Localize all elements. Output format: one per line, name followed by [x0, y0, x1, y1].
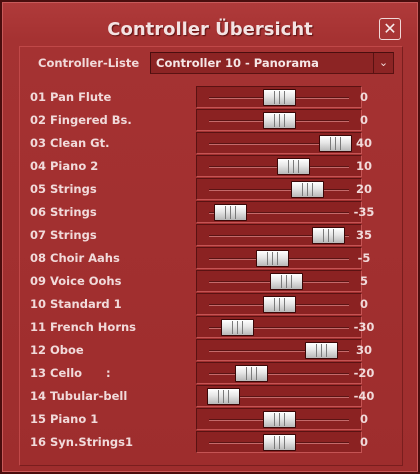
channel-name: 03 Clean Gt.	[30, 136, 110, 150]
channel-name: 10 Standard 1	[30, 297, 122, 311]
controller-row: 12 Oboe 30	[2, 339, 420, 361]
controller-row: 04 Piano 2 10	[2, 155, 420, 177]
pan-value: 20	[355, 182, 372, 196]
chevron-down-icon[interactable]: ⌄	[373, 53, 393, 73]
slider-thumb[interactable]	[214, 204, 247, 221]
pan-slider[interactable]	[196, 155, 362, 177]
channel-name: 14 Tubular-bell	[30, 389, 128, 403]
pan-value: 5	[359, 274, 368, 288]
pan-slider[interactable]	[196, 109, 362, 131]
channel-name: 12 Oboe	[30, 343, 84, 357]
channel-name: 16 Syn.Strings1	[30, 435, 134, 449]
controller-list-label: Controller-Liste	[38, 56, 140, 70]
pan-value: 30	[355, 343, 372, 357]
controller-row: 13 Cello : -20	[2, 362, 420, 384]
pan-slider[interactable]	[196, 316, 362, 338]
pan-value: 35	[355, 228, 372, 242]
channel-name: 05 Strings	[30, 182, 97, 196]
pan-slider[interactable]	[196, 362, 362, 384]
pan-slider[interactable]	[196, 86, 362, 108]
slider-thumb[interactable]	[305, 342, 338, 359]
channel-name: 08 Choir Aahs	[30, 251, 120, 265]
pan-slider[interactable]	[196, 247, 362, 269]
controller-row: 02 Fingered Bs. 0	[2, 109, 420, 131]
channel-name: 07 Strings	[30, 228, 97, 242]
slider-groove	[209, 235, 349, 237]
slider-groove	[209, 212, 349, 214]
controller-row: 06 Strings -35	[2, 201, 420, 223]
slider-groove	[209, 189, 349, 191]
slider-groove	[209, 143, 349, 145]
close-button[interactable]: ✕	[379, 18, 401, 40]
slider-thumb[interactable]	[263, 411, 296, 428]
channel-name: 11 French Horns	[30, 320, 137, 334]
channel-name: 01 Pan Flute	[30, 90, 112, 104]
slider-thumb[interactable]	[256, 250, 289, 267]
controller-row: 11 French Horns -30	[2, 316, 420, 338]
pan-value: 0	[359, 113, 368, 127]
pan-value: -35	[353, 205, 375, 219]
pan-value: -40	[353, 389, 375, 403]
slider-thumb[interactable]	[263, 296, 296, 313]
pan-slider[interactable]	[196, 270, 362, 292]
controller-select-value: Controller 10 - Panorama	[156, 56, 319, 70]
channel-name: 02 Fingered Bs.	[30, 113, 132, 127]
channel-name: 09 Voice Oohs	[30, 274, 122, 288]
slider-thumb[interactable]	[263, 112, 296, 129]
slider-thumb[interactable]	[263, 89, 296, 106]
window-title: Controller Übersicht	[107, 19, 313, 40]
slider-groove	[209, 350, 349, 352]
pan-slider[interactable]	[196, 201, 362, 223]
channel-name: 15 Piano 1	[30, 412, 99, 426]
controller-row: 03 Clean Gt. 40	[2, 132, 420, 154]
channel-name: 04 Piano 2	[30, 159, 99, 173]
controller-row: 14 Tubular-bell -40	[2, 385, 420, 407]
channel-name: 06 Strings	[30, 205, 97, 219]
slider-groove	[209, 327, 349, 329]
pan-slider[interactable]	[196, 385, 362, 407]
pan-slider[interactable]	[196, 408, 362, 430]
pan-value: 40	[355, 136, 372, 150]
slider-groove	[209, 373, 349, 375]
slider-thumb[interactable]	[221, 319, 254, 336]
slider-thumb[interactable]	[270, 273, 303, 290]
slider-groove	[209, 396, 349, 398]
controller-row: 16 Syn.Strings1 0	[2, 431, 420, 453]
slider-thumb[interactable]	[277, 158, 310, 175]
channel-name: 13 Cello :	[30, 366, 111, 380]
pan-slider[interactable]	[196, 178, 362, 200]
pan-slider[interactable]	[196, 431, 362, 453]
slider-thumb[interactable]	[319, 135, 352, 152]
controller-row: 01 Pan Flute 0	[2, 86, 420, 108]
pan-value: 0	[359, 435, 368, 449]
pan-slider[interactable]	[196, 224, 362, 246]
controller-row: 15 Piano 1 0	[2, 408, 420, 430]
pan-slider[interactable]	[196, 339, 362, 361]
slider-thumb[interactable]	[312, 227, 345, 244]
slider-thumb[interactable]	[263, 434, 296, 451]
pan-slider[interactable]	[196, 132, 362, 154]
slider-thumb[interactable]	[207, 388, 240, 405]
slider-thumb[interactable]	[291, 181, 324, 198]
pan-slider[interactable]	[196, 293, 362, 315]
pan-value: -20	[353, 366, 375, 380]
controller-row: 09 Voice Oohs 5	[2, 270, 420, 292]
pan-value: 0	[359, 297, 368, 311]
pan-value: -30	[353, 320, 375, 334]
pan-value: -5	[357, 251, 371, 265]
slider-thumb[interactable]	[235, 365, 268, 382]
controller-row: 08 Choir Aahs -5	[2, 247, 420, 269]
controller-row: 07 Strings 35	[2, 224, 420, 246]
pan-value: 0	[359, 412, 368, 426]
title-bar: Controller Übersicht ✕	[2, 2, 418, 42]
controller-row: 10 Standard 1 0	[2, 293, 420, 315]
pan-value: 0	[359, 90, 368, 104]
controller-panel	[19, 46, 403, 466]
controller-row: 05 Strings 20	[2, 178, 420, 200]
pan-value: 10	[355, 159, 372, 173]
controller-select[interactable]: Controller 10 - Panorama ⌄	[150, 52, 394, 74]
